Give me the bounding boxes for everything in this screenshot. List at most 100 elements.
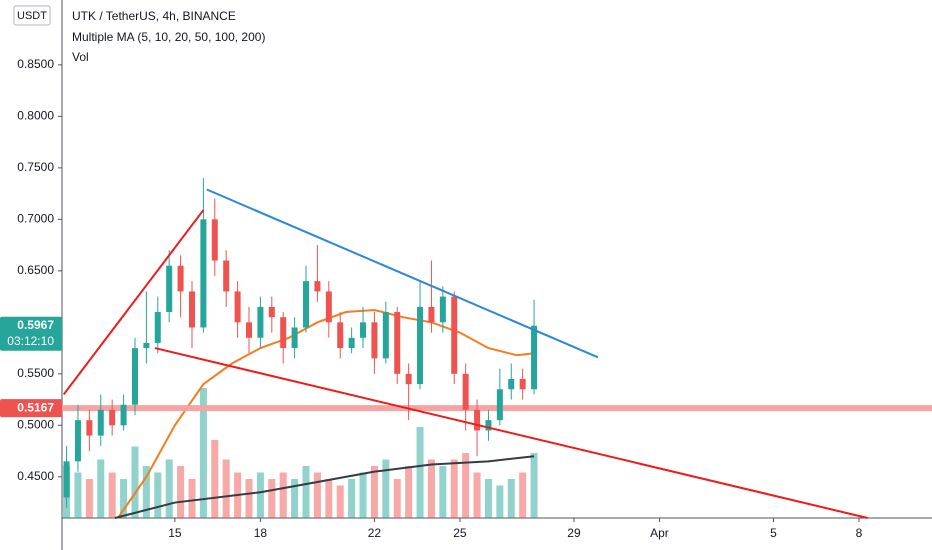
volume-bar — [336, 485, 344, 518]
candle-body — [74, 420, 81, 462]
volume-bar — [348, 479, 356, 518]
candle-body — [314, 281, 321, 292]
candle-body — [485, 420, 492, 431]
volume-bar — [325, 479, 333, 518]
volume-bar — [279, 472, 287, 518]
candle-body — [303, 281, 310, 328]
y-tick-label: 0.8500 — [17, 57, 54, 71]
candle-body — [508, 378, 515, 390]
volume-bar — [245, 479, 253, 518]
x-tick-label: 5 — [770, 526, 777, 540]
volume-bar — [382, 459, 390, 518]
volume-bar — [393, 479, 401, 518]
volume-bar — [416, 427, 424, 518]
volume-bar — [519, 472, 527, 518]
volume-bar — [177, 466, 185, 518]
volume-bar — [222, 459, 230, 518]
volume-bar — [97, 459, 105, 518]
volume-bar — [268, 479, 276, 518]
candle-body — [531, 325, 538, 390]
y-tick-label: 0.6500 — [17, 263, 54, 277]
indicator: Multiple MA (5, 10, 20, 50, 100, 200) — [72, 30, 265, 44]
y-tick-label: 0.5500 — [17, 366, 54, 380]
x-tick-label: 22 — [368, 526, 382, 540]
candle-body — [86, 420, 93, 436]
currency-box[interactable] — [13, 5, 51, 26]
countdown: 03:12:10 — [7, 334, 54, 348]
volume-bar — [120, 479, 128, 518]
volume-bar — [530, 453, 538, 518]
volume-bar — [473, 472, 481, 518]
candle-body — [166, 265, 173, 313]
volume-bar — [142, 466, 150, 518]
candle-body — [360, 322, 367, 338]
candle-body — [291, 327, 298, 349]
y-tick-label: 0.7000 — [17, 212, 54, 226]
volume-bar — [291, 479, 299, 518]
x-tick-label: 15 — [168, 526, 182, 540]
volume-bar — [484, 479, 492, 518]
candle-body — [439, 296, 446, 323]
volume-bar — [108, 472, 116, 518]
candle-body — [268, 306, 275, 318]
volume-bar — [154, 472, 162, 518]
candle-body — [143, 342, 150, 349]
price-label-box — [0, 399, 62, 418]
y-tick-label: 0.5000 — [17, 417, 54, 431]
candle-body — [496, 389, 503, 421]
volume-bar — [507, 479, 515, 518]
volume-bar — [131, 446, 139, 518]
candle-body — [371, 322, 378, 359]
volume-bar — [313, 472, 321, 518]
candle-body — [428, 306, 435, 323]
candle-body — [97, 409, 104, 436]
x-tick-label: 8 — [856, 526, 863, 540]
volume-bar — [439, 466, 447, 518]
candle-body — [474, 409, 481, 431]
candle-body — [63, 461, 70, 498]
volume-bar — [85, 479, 93, 518]
trend-line — [154, 347, 868, 519]
volume-bar — [165, 459, 173, 518]
volume-bar — [370, 466, 378, 518]
volume-bar — [462, 453, 470, 518]
x-tick-label: Apr — [650, 526, 669, 540]
currency: USDT — [17, 10, 47, 22]
candle-body — [177, 265, 184, 292]
trend-line — [62, 209, 205, 396]
y-tick-label: 0.8000 — [17, 109, 54, 123]
candle-body — [120, 404, 127, 426]
candle-body — [337, 322, 344, 349]
volume-bar — [405, 466, 413, 518]
candle-body — [462, 373, 469, 410]
candle-body — [245, 322, 252, 338]
candle-body — [348, 337, 355, 349]
candle-body — [325, 291, 332, 323]
volume-bar — [496, 485, 504, 518]
candle-body — [405, 373, 412, 385]
indicator: Vol — [72, 50, 89, 64]
candle-body — [394, 312, 401, 374]
last-price-label: 0.5967 — [17, 318, 54, 332]
last-price-box — [0, 316, 62, 351]
volume-bar — [302, 466, 310, 518]
candle-body — [519, 378, 526, 390]
candle-body — [188, 291, 195, 328]
volume-bar — [211, 440, 219, 518]
x-tick-label: 29 — [567, 526, 581, 540]
y-tick-label: 0.4500 — [17, 469, 54, 483]
candle-body — [234, 291, 241, 323]
volume-bar — [359, 472, 367, 518]
volume-bar — [74, 472, 82, 518]
candle-body — [223, 260, 230, 292]
candle-body — [280, 317, 287, 349]
candle-body — [109, 409, 116, 426]
volume-bar — [256, 472, 264, 518]
candle-body — [200, 219, 207, 328]
candle-body — [451, 296, 458, 374]
trend-line — [206, 188, 599, 359]
chart-title: UTK / TetherUS, 4h, BINANCE — [72, 9, 236, 23]
volume-bar — [450, 459, 458, 518]
